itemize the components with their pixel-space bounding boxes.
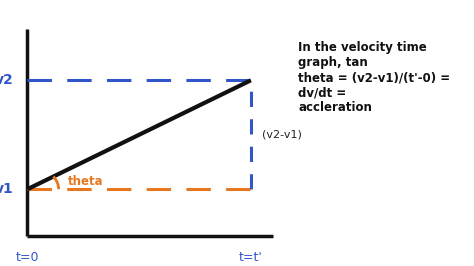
Text: v1: v1 (0, 182, 14, 196)
Text: t=t': t=t' (239, 251, 263, 264)
Text: v2: v2 (0, 73, 14, 87)
Text: t=0: t=0 (16, 251, 39, 264)
Text: (v2-v1): (v2-v1) (262, 130, 302, 140)
Text: theta: theta (68, 174, 103, 188)
Text: In the velocity time graph, tan
theta = (v2-v1)/(t'-0) = dv/dt =
accleration: In the velocity time graph, tan theta = … (298, 41, 450, 114)
